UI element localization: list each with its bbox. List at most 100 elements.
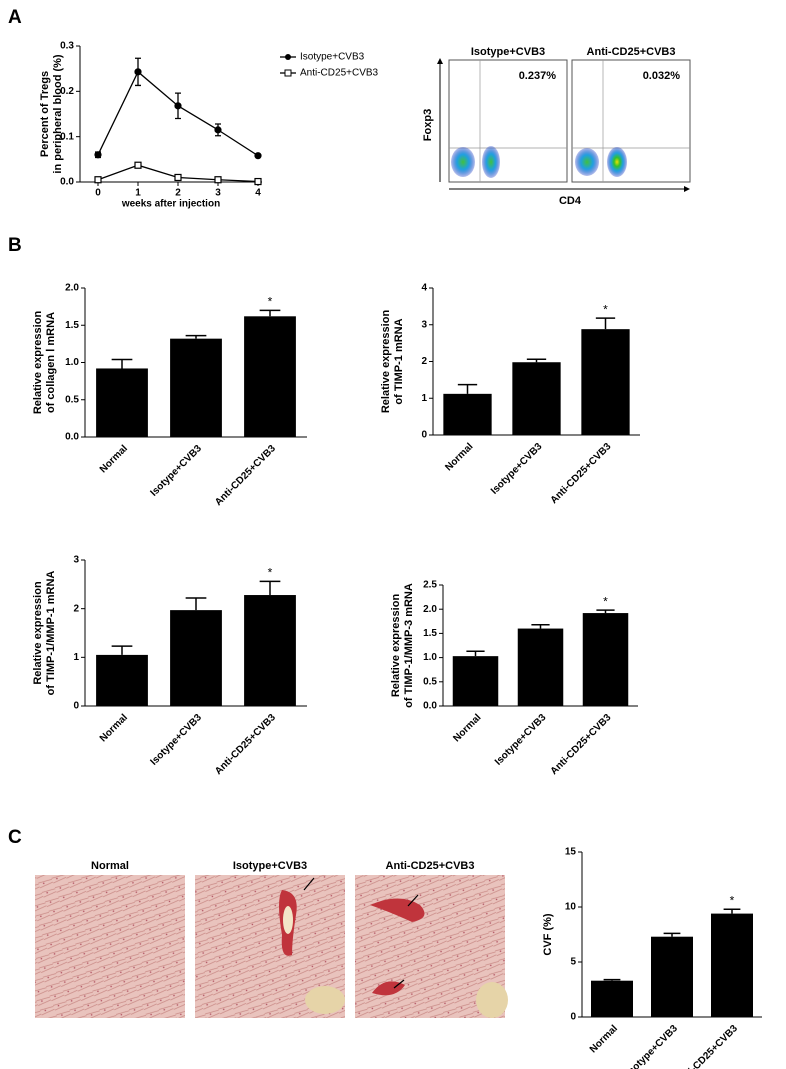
y-axis-label: Percent of Tregs bbox=[39, 71, 51, 157]
error-bar bbox=[111, 645, 133, 655]
flow-percent: 0.032% bbox=[643, 70, 681, 82]
y-tick-label: 0 bbox=[73, 701, 79, 712]
error-bar bbox=[185, 334, 207, 339]
significance: * bbox=[268, 566, 273, 580]
bar bbox=[582, 613, 629, 706]
x-tick-label: Anti-CD25+CVB3 bbox=[213, 712, 278, 777]
error-bar bbox=[663, 932, 681, 937]
marker bbox=[254, 177, 262, 186]
flow-y-label: Foxp3 bbox=[422, 109, 434, 141]
x-tick-label: 1 bbox=[135, 188, 141, 199]
marker bbox=[174, 173, 182, 182]
error-bar bbox=[259, 309, 281, 317]
flow-cytometry: Isotype+CVB3 Anti-CD25+CVB3 0.237% 0.032… bbox=[422, 46, 691, 207]
bar bbox=[96, 368, 148, 437]
y-axis-label: in peripheral blood (%) bbox=[52, 54, 64, 174]
y-tick-label: 3 bbox=[73, 555, 79, 566]
marker bbox=[254, 152, 262, 160]
histology: Normal Isotype+CVB3 Anti-CD25+CVB3 bbox=[35, 860, 508, 1018]
vessel bbox=[305, 986, 345, 1014]
error-bar bbox=[603, 978, 621, 981]
y-tick-label: 1 bbox=[73, 652, 79, 663]
y-tick-label: 1.0 bbox=[423, 652, 437, 663]
y-tick-label: 5 bbox=[570, 957, 576, 968]
x-tick-label: Normal bbox=[588, 1023, 620, 1055]
error-bar bbox=[723, 908, 741, 914]
y-tick-label: 2.0 bbox=[65, 283, 79, 294]
bar bbox=[96, 654, 148, 706]
x-tick-label: Isotype+CVB3 bbox=[489, 441, 545, 497]
panel-label: A bbox=[8, 7, 22, 28]
x-tick-label: Isotype+CVB3 bbox=[493, 712, 549, 768]
y-tick-label: 4 bbox=[421, 283, 427, 294]
histology-image bbox=[35, 875, 185, 1018]
flow-events bbox=[482, 146, 500, 178]
y-tick-label: 0 bbox=[570, 1012, 576, 1023]
y-axis-label: of collagen Ⅰ mRNA bbox=[45, 312, 57, 413]
bar bbox=[244, 316, 296, 437]
bar bbox=[170, 338, 222, 437]
bar bbox=[512, 362, 561, 435]
x-axis-label: weeks after injection bbox=[121, 199, 220, 210]
arrow bbox=[393, 979, 405, 989]
collagen bbox=[372, 981, 405, 996]
x-tick-label: Normal bbox=[98, 712, 130, 744]
x-tick-label: Anti-CD25+CVB3 bbox=[549, 441, 614, 506]
bar bbox=[170, 610, 222, 706]
flow-events bbox=[575, 148, 599, 176]
x-tick-label: Anti-CD25+CVB3 bbox=[213, 443, 278, 508]
arrow-head bbox=[684, 186, 690, 192]
error-bar bbox=[596, 609, 615, 614]
marker bbox=[134, 161, 142, 169]
arrow-head bbox=[437, 58, 443, 64]
significance: * bbox=[603, 594, 608, 608]
y-tick-label: 0.5 bbox=[65, 394, 79, 405]
x-tick-label: 0 bbox=[95, 188, 101, 199]
bar bbox=[651, 936, 693, 1017]
y-axis-label: Relative expression bbox=[32, 581, 44, 685]
bar bbox=[244, 595, 296, 706]
y-tick-label: 1 bbox=[421, 393, 427, 404]
vessel bbox=[476, 982, 508, 1018]
marker bbox=[214, 126, 222, 134]
y-tick-label: 2 bbox=[73, 603, 79, 614]
x-tick-label: Anti-CD25+CVB3 bbox=[675, 1023, 740, 1069]
x-tick-label: 4 bbox=[255, 188, 261, 199]
y-axis-label: of TIMP-1/MMP-3 mRNA bbox=[403, 583, 415, 708]
bar bbox=[443, 393, 492, 435]
y-axis-label: CVF (%) bbox=[542, 913, 554, 956]
legend-label: Anti-CD25+CVB3 bbox=[300, 68, 379, 79]
x-tick-label: Isotype+CVB3 bbox=[148, 443, 204, 499]
vessel bbox=[283, 906, 293, 934]
y-axis-label: Relative expression bbox=[390, 594, 402, 698]
y-tick-label: 1.0 bbox=[65, 357, 79, 368]
x-tick-label: Normal bbox=[443, 441, 475, 473]
bar bbox=[517, 628, 564, 706]
y-tick-label: 1.5 bbox=[423, 628, 437, 639]
panel-label: C bbox=[8, 827, 22, 848]
histology-title: Normal bbox=[91, 860, 129, 872]
error-bar bbox=[259, 580, 281, 596]
bar bbox=[711, 913, 753, 1017]
y-tick-label: 0.0 bbox=[65, 432, 79, 443]
flow-events bbox=[451, 147, 475, 177]
y-tick-label: 0 bbox=[421, 430, 427, 441]
x-tick-label: 3 bbox=[215, 188, 221, 199]
histology-title: Anti-CD25+CVB3 bbox=[386, 860, 475, 872]
arrow bbox=[303, 877, 315, 891]
bar bbox=[581, 329, 630, 435]
flow-title: Anti-CD25+CVB3 bbox=[587, 46, 676, 58]
y-tick-label: 3 bbox=[421, 319, 427, 330]
y-tick-label: 2.0 bbox=[423, 604, 437, 615]
arrow bbox=[407, 894, 419, 907]
legend-label: Isotype+CVB3 bbox=[300, 52, 365, 63]
marker bbox=[94, 176, 102, 184]
x-tick-label: Isotype+CVB3 bbox=[148, 712, 204, 768]
x-tick-label: Isotype+CVB3 bbox=[624, 1023, 680, 1069]
y-tick-label: 0.3 bbox=[60, 41, 74, 52]
marker bbox=[134, 68, 142, 76]
legend-marker bbox=[284, 69, 292, 77]
y-axis-label: Relative expression bbox=[32, 311, 44, 415]
